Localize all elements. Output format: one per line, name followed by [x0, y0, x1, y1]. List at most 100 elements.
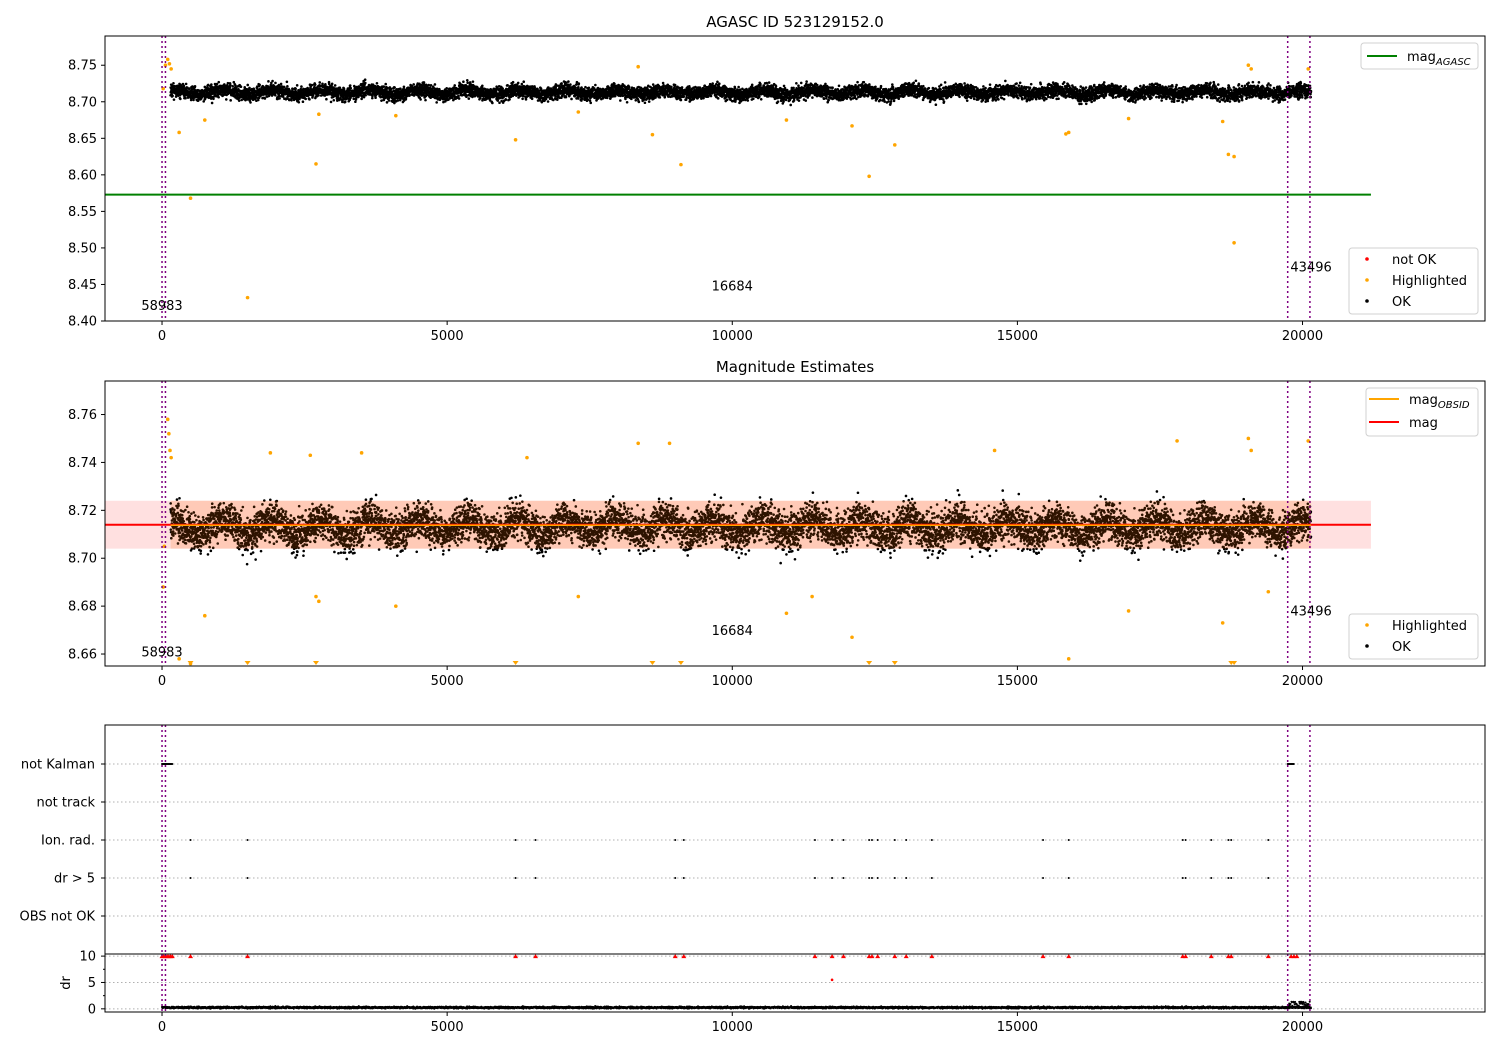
ok-point	[512, 81, 515, 84]
ok-point	[467, 97, 470, 100]
ok-point	[249, 101, 252, 104]
ok-point	[746, 99, 749, 102]
ok-point	[644, 101, 647, 104]
ok-point	[453, 84, 456, 87]
ok-point	[354, 100, 357, 103]
ok-point	[795, 82, 798, 85]
ok-point	[349, 87, 352, 90]
ok-point	[466, 81, 469, 84]
ok-point	[588, 87, 591, 90]
ok-point	[575, 83, 578, 86]
ok-point	[192, 99, 195, 102]
ok-point	[626, 101, 629, 104]
ok-point	[324, 83, 327, 86]
ok-point	[185, 83, 188, 86]
ok-point	[624, 98, 627, 101]
ok-point	[383, 85, 386, 88]
ok-point	[522, 80, 525, 83]
ok-point	[376, 82, 379, 85]
ok-point	[521, 98, 524, 101]
ok-point	[374, 96, 377, 99]
ok-point	[726, 99, 729, 102]
ok-point	[670, 86, 673, 89]
ok-point	[246, 84, 249, 87]
ok-point	[339, 86, 342, 89]
ok-point	[469, 81, 472, 84]
ok-point	[680, 99, 683, 102]
ok-point	[184, 97, 187, 100]
ok-point	[591, 89, 594, 92]
ok-point	[786, 89, 789, 92]
ok-point	[210, 83, 213, 86]
ok-point	[737, 86, 740, 89]
ok-point	[225, 98, 228, 101]
ok-point	[211, 102, 214, 105]
ok-point	[619, 99, 622, 102]
ok-point	[194, 85, 197, 88]
ok-point	[789, 104, 792, 107]
ok-point	[533, 87, 536, 90]
ok-point	[388, 99, 391, 102]
ok-point	[710, 95, 713, 98]
ok-point	[328, 83, 331, 86]
ok-point	[457, 94, 460, 97]
ok-point	[718, 82, 721, 85]
ok-point	[318, 81, 321, 84]
ok-point	[777, 100, 780, 103]
ok-point	[304, 98, 307, 101]
ok-point	[589, 102, 592, 105]
ok-point	[760, 98, 763, 101]
ok-point	[569, 83, 572, 86]
ok-point	[759, 84, 762, 87]
ok-point	[435, 101, 438, 104]
ok-point	[634, 99, 637, 102]
ok-point	[271, 80, 274, 83]
ok-point	[302, 100, 305, 103]
ok-point	[424, 99, 427, 102]
ok-point	[434, 83, 437, 86]
ok-point	[229, 99, 232, 102]
ok-point	[344, 101, 347, 104]
ok-point	[540, 87, 543, 90]
ok-point	[353, 85, 356, 88]
ok-point	[685, 98, 688, 101]
ok-point	[412, 83, 415, 86]
ok-point	[521, 83, 524, 86]
ok-point	[419, 98, 422, 101]
ok-point	[325, 98, 328, 101]
ok-point	[183, 85, 186, 88]
ok-point	[283, 86, 286, 89]
ok-point	[570, 98, 573, 101]
ok-point	[504, 98, 507, 101]
ok-point	[613, 83, 616, 86]
ok-point	[662, 85, 665, 88]
ok-point	[228, 86, 231, 89]
ok-point	[734, 87, 737, 90]
ok-point	[681, 86, 684, 89]
ok-point	[231, 85, 234, 88]
ok-point	[364, 82, 367, 85]
ok-point	[578, 82, 581, 85]
ok-point	[217, 81, 220, 84]
ok-point	[384, 83, 387, 86]
ok-point	[466, 79, 469, 82]
ok-point	[240, 99, 243, 102]
ok-point	[258, 84, 261, 87]
ok-point	[257, 99, 260, 102]
ok-point	[352, 98, 355, 101]
ok-point	[792, 87, 795, 90]
ok-point	[638, 101, 641, 104]
ok-point	[775, 85, 778, 88]
ok-point	[560, 82, 563, 85]
ok-point	[296, 84, 299, 87]
ok-point	[517, 82, 520, 85]
ok-point	[267, 80, 270, 83]
ok-point	[711, 82, 714, 85]
ok-point	[294, 87, 297, 90]
ok-point	[783, 85, 786, 88]
ok-point	[286, 85, 289, 88]
ok-point	[717, 97, 720, 100]
ok-point	[577, 86, 580, 89]
ok-point	[397, 99, 400, 102]
ok-point	[659, 96, 662, 99]
